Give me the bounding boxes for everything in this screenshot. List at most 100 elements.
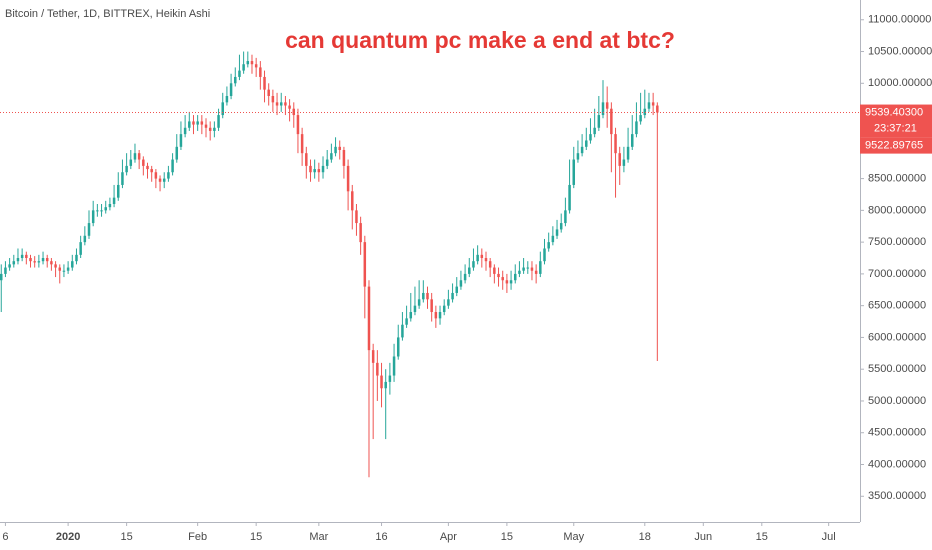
candle-body [8,264,11,268]
candle-body [321,165,325,173]
candle-body [380,375,383,389]
candle-body [568,184,571,211]
candle-body [593,127,596,135]
candle-body [213,127,216,131]
candle-body [196,121,199,125]
candle-body [54,264,57,268]
candle-body [204,124,208,128]
candle-body [547,242,550,249]
candle-body [647,102,651,109]
candle-body [242,64,245,71]
x-tick-label: 15 [250,531,262,543]
candle-body [639,115,642,122]
candle-body [367,286,371,351]
candle-body [455,286,458,293]
x-tick-label: 6 [2,531,8,543]
candle-body [263,76,266,90]
candle-body [45,258,49,262]
candle-body [317,169,321,173]
candle-body [442,305,446,313]
candle-body [388,375,392,382]
candle-body [534,270,538,274]
candle-body [605,102,609,109]
candle-body [493,267,496,274]
candle-body [384,381,387,389]
candle-body [87,223,91,236]
x-tick-label: 18 [639,531,651,543]
candle-body [167,172,170,179]
candle-body [142,159,145,166]
x-tick-label: Apr [440,531,457,543]
candle-body [539,261,542,274]
candle-body [125,165,128,173]
candle-body [133,153,137,160]
candle-body [200,121,204,125]
candle-body [631,134,634,147]
candle-body [234,76,237,84]
candle-body [513,273,517,281]
candle-body [543,248,546,262]
candle-body [112,197,116,205]
candle-body [12,261,16,265]
candle-body [192,121,195,125]
x-tick-label: 2020 [56,531,80,543]
y-tick-label: 10500.00000 [868,45,932,57]
candle-body [292,108,296,116]
candle-body [104,207,107,211]
candle-body [79,242,82,255]
candle-body [83,235,87,243]
candle-body [338,146,341,151]
candle-body [275,102,279,106]
candle-body [417,299,421,306]
candle-body [426,292,429,300]
candle-body [158,178,162,182]
candle-body [279,102,283,106]
candle-body [468,267,471,274]
candle-body [422,292,425,300]
candle-body [154,172,158,179]
candle-body [480,254,484,259]
countdown-label: 23:37:21 [874,122,917,134]
candle-body [300,134,304,154]
candle-body [497,273,500,278]
x-tick-label: 16 [375,531,387,543]
candle-body [296,115,300,135]
candle-body [246,61,250,65]
y-tick-label: 4500.00000 [868,427,926,439]
y-tick-label: 8500.00000 [868,173,926,185]
candle-body [313,169,316,173]
y-tick-label: 7000.00000 [868,268,926,280]
candle-body [463,273,467,281]
candle-body [555,229,559,236]
candle-body [635,121,638,135]
candle-body [438,312,442,319]
candle-body [585,140,588,147]
candle-body [614,134,617,154]
candle-body [359,223,362,243]
y-tick-label: 5000.00000 [868,395,926,407]
candle-body [405,318,408,325]
y-tick-label: 6000.00000 [868,331,926,343]
chart-title: can quantum pc make a end at btc? [285,27,675,53]
candle-body [589,134,592,141]
x-tick-label: 15 [120,531,132,543]
candle-body [150,169,153,173]
candle-body [651,102,655,106]
candle-body [488,261,492,268]
y-tick-label: 11000.00000 [868,14,931,26]
candle-body [225,96,229,103]
candle-body [334,146,337,154]
candle-body [66,267,70,271]
price-label-box [860,137,932,154]
candle-body [518,270,521,274]
candle-body [626,146,630,160]
candle-body [656,105,659,113]
candle-body [75,254,78,262]
candle-body [551,235,555,243]
candle-body [29,258,32,262]
candle-body [271,96,275,103]
candle-body [4,267,7,274]
y-tick-label: 3500.00000 [868,490,926,502]
candle-body [363,242,367,287]
